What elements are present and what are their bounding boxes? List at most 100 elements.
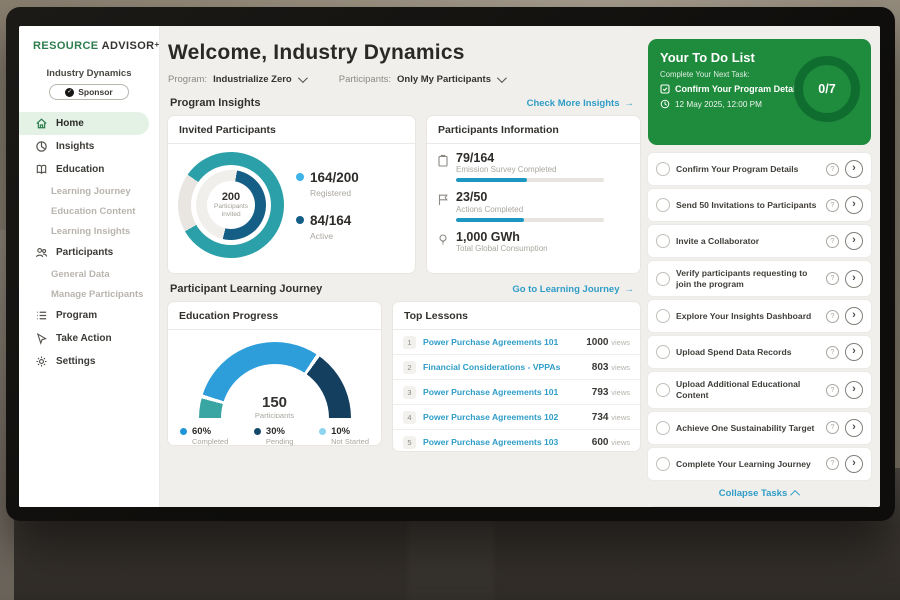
chevron-right-button[interactable]: › xyxy=(845,232,863,250)
task-checkbox[interactable] xyxy=(656,198,670,212)
task-row[interactable]: Explore Your Insights Dashboard ? › xyxy=(648,300,871,333)
collapse-tasks-link[interactable]: Collapse Tasks xyxy=(648,488,871,500)
task-label: Send 50 Invitations to Participants xyxy=(676,199,817,210)
todo-hero-card: Your To Do List Complete Your Next Task:… xyxy=(648,39,871,145)
chevron-right-button[interactable]: › xyxy=(845,269,863,288)
go-to-learning-journey-link[interactable]: Go to Learning Journey → xyxy=(512,284,634,295)
help-icon[interactable]: ? xyxy=(826,345,839,359)
lesson-link[interactable]: Power Purchase Agreements 102 xyxy=(423,412,559,422)
sidebar-item-settings[interactable]: Settings xyxy=(19,350,159,373)
next-task-due: 12 May 2025, 12:00 PM xyxy=(660,99,859,109)
lesson-row[interactable]: 2 Financial Considerations - VPPAs 803 v… xyxy=(393,355,640,380)
chevron-right-button[interactable]: › xyxy=(845,160,863,178)
metric-emission-survey: 79/164 Emission Survey Completed xyxy=(437,151,628,183)
bulb-icon xyxy=(439,234,447,245)
metric-value: 79/164 xyxy=(456,151,495,165)
legend-dot xyxy=(296,173,304,181)
lesson-link[interactable]: Power Purchase Agreements 101 xyxy=(423,387,559,397)
sidebar-item-general-data[interactable]: General Data xyxy=(51,268,110,280)
lesson-row[interactable]: 1 Power Purchase Agreements 101 1000 vie… xyxy=(393,330,640,355)
legend-not-started: 10% Not Started xyxy=(319,426,369,446)
chevron-right-button[interactable]: › xyxy=(845,381,863,400)
registered-value: 164/200 xyxy=(310,170,359,185)
help-icon[interactable]: ? xyxy=(826,234,839,248)
sidebar-item-education[interactable]: Education xyxy=(19,158,159,181)
views-count: 734 xyxy=(591,411,609,423)
participants-count: 150 xyxy=(261,394,288,411)
sidebar-item-manage-participants[interactable]: Manage Participants xyxy=(51,288,144,300)
section-title: Participant Learning Journey xyxy=(170,283,323,295)
chevron-down-icon xyxy=(297,73,308,84)
lesson-row[interactable]: 3 Power Purchase Agreements 101 793 view… xyxy=(393,380,640,405)
cursor-action-icon xyxy=(36,332,48,345)
logo-plus: + xyxy=(154,40,160,49)
task-row[interactable]: Invite a Collaborator ? › xyxy=(648,225,871,257)
task-checkbox[interactable] xyxy=(656,345,670,360)
todo-task-list: Confirm Your Program Details ? › Send 50… xyxy=(648,153,871,484)
chevron-right-button[interactable]: › xyxy=(845,454,863,473)
sidebar-item-learning-journey[interactable]: Learning Journey xyxy=(51,185,131,197)
program-select[interactable]: Program: Industrialize Zero xyxy=(168,73,308,85)
task-row[interactable]: Upload Spend Data Records ? › xyxy=(648,336,871,369)
check-more-insights-link[interactable]: Check More Insights → xyxy=(527,98,634,109)
participants-select[interactable]: Participants: Only My Participants xyxy=(338,73,507,85)
next-task[interactable]: Confirm Your Program Details xyxy=(660,84,859,94)
legend-value: 30% xyxy=(265,426,285,437)
task-checkbox[interactable] xyxy=(656,420,670,435)
chevron-right-button[interactable]: › xyxy=(845,196,863,214)
chevron-right-button[interactable]: › xyxy=(845,343,863,362)
task-row[interactable]: Complete Your Learning Journey ? › xyxy=(648,447,871,480)
program-label: Program: xyxy=(168,74,208,85)
lesson-row[interactable]: 5 Power Purchase Agreements 103 600 view… xyxy=(393,430,640,454)
task-row[interactable]: Confirm Your Program Details ? › xyxy=(648,153,871,185)
sidebar-item-take-action[interactable]: Take Action xyxy=(19,327,159,350)
help-icon[interactable]: ? xyxy=(826,383,839,397)
sidebar-item-education-content[interactable]: Education Content xyxy=(51,205,136,217)
chevron-right-button[interactable]: › xyxy=(845,307,863,326)
participants-label: Participants: xyxy=(338,74,392,85)
help-icon[interactable]: ? xyxy=(826,457,839,471)
filter-bar: Program: Industrialize Zero Participants… xyxy=(168,73,636,85)
lesson-link[interactable]: Financial Considerations - VPPAs xyxy=(423,362,561,372)
gauge-legend: 60% Completed 30% Pending 10% Not Starte… xyxy=(168,420,381,446)
task-checkbox[interactable] xyxy=(656,271,670,286)
help-icon[interactable]: ? xyxy=(826,421,839,435)
todo-progress-ring: 0/7 xyxy=(794,56,860,122)
task-row[interactable]: Verify participants requesting to join t… xyxy=(648,261,871,297)
legend-pending: 30% Pending xyxy=(253,426,293,446)
task-checkbox[interactable] xyxy=(656,309,670,324)
views-count: 600 xyxy=(591,436,609,448)
lesson-link[interactable]: Power Purchase Agreements 103 xyxy=(423,437,559,447)
education-progress-card: Education Progress 150 Participants 60% … xyxy=(168,302,381,446)
sidebar-item-home[interactable]: Home xyxy=(19,112,149,135)
help-icon[interactable]: ? xyxy=(826,198,839,212)
progress-bar xyxy=(456,217,604,222)
task-checkbox[interactable] xyxy=(656,383,670,398)
task-row[interactable]: Upload Additional Educational Content ? … xyxy=(648,372,871,408)
insights-icon xyxy=(36,141,47,152)
sidebar-item-label: Education xyxy=(56,164,105,175)
lesson-link[interactable]: Power Purchase Agreements 101 xyxy=(423,337,559,347)
top-lessons-card: Top Lessons 1 Power Purchase Agreements … xyxy=(393,302,640,451)
sidebar-item-participants[interactable]: Participants xyxy=(19,241,159,264)
help-icon[interactable]: ? xyxy=(826,309,839,323)
lesson-row[interactable]: 4 Power Purchase Agreements 102 734 view… xyxy=(393,405,640,430)
task-row[interactable]: Send 50 Invitations to Participants ? › xyxy=(648,189,871,221)
sidebar-item-program[interactable]: Program xyxy=(19,304,159,327)
help-icon[interactable]: ? xyxy=(826,162,839,176)
metric-label: Emission Survey Completed xyxy=(456,165,557,175)
sidebar-item-insights[interactable]: Insights xyxy=(19,135,159,158)
chevron-right-button[interactable]: › xyxy=(845,418,863,437)
task-checkbox[interactable] xyxy=(656,456,670,471)
task-checkbox[interactable] xyxy=(656,234,670,248)
sponsor-badge[interactable]: ✓ Sponsor xyxy=(49,84,129,100)
views-count: 803 xyxy=(591,361,609,373)
help-icon[interactable]: ? xyxy=(826,272,839,286)
next-task-label: Confirm Your Program Details xyxy=(675,84,804,94)
task-row[interactable]: Achieve One Sustainability Target ? › xyxy=(648,411,871,444)
chevron-up-icon xyxy=(790,489,801,500)
sidebar-item-label: Take Action xyxy=(56,333,112,344)
app-logo[interactable]: RESOURCE ADVISOR+ xyxy=(19,38,159,62)
sidebar-item-learning-insights[interactable]: Learning Insights xyxy=(51,225,131,237)
task-checkbox[interactable] xyxy=(656,162,670,176)
